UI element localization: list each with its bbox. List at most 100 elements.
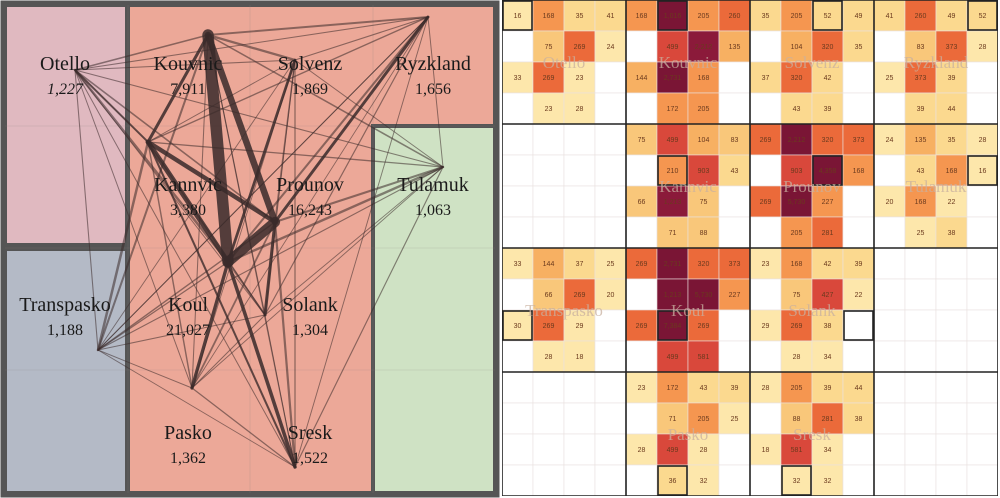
flow-edge-transpasko-solvenz	[97, 59, 296, 351]
flow-edge-otello-koul	[73, 68, 230, 264]
flow-edge-koul-solvenz	[226, 58, 297, 264]
matrix-cell-value: 20	[607, 292, 615, 299]
matrix-cell	[656, 247, 689, 280]
matrix-cell	[625, 154, 658, 187]
matrix-cell-value: 172	[667, 385, 679, 392]
matrix-cell	[687, 61, 720, 94]
matrix-cell-value: 227	[822, 199, 834, 206]
matrix-cell-value: 18	[762, 447, 770, 454]
matrix-cell	[966, 340, 998, 373]
matrix-cell-value: 269	[574, 292, 586, 299]
matrix-cell-value: 39	[917, 106, 925, 113]
matrix-cell-value: 144	[636, 75, 648, 82]
matrix-cell	[625, 402, 658, 435]
matrix-cell-highlight	[967, 0, 998, 31]
matrix-cell-value: 260	[729, 13, 741, 20]
matrix-cell-highlight	[502, 310, 533, 341]
matrix-cell	[904, 61, 937, 94]
matrix-cell	[780, 278, 813, 311]
matrix-cell-value: 205	[791, 230, 803, 237]
matrix-cell-value: 2,212	[788, 137, 806, 144]
matrix-cell	[594, 185, 627, 218]
matrix-cell	[594, 30, 627, 63]
region-area-tulamuk	[371, 124, 497, 495]
matrix-cell-value: 39	[824, 106, 832, 113]
matrix-cell-value: 269	[760, 137, 772, 144]
matrix-cell	[904, 402, 937, 435]
matrix-cell-value: 168	[791, 261, 803, 268]
matrix-cell	[842, 247, 875, 280]
matrix-cell	[904, 123, 937, 156]
matrix-cell	[873, 309, 906, 342]
matrix-cell	[687, 30, 720, 63]
matrix-cell-value: 75	[638, 137, 646, 144]
matrix-cell-value: 499	[667, 137, 679, 144]
matrix-cell	[811, 123, 844, 156]
matrix-cell-value: 104	[791, 44, 803, 51]
matrix-cell	[935, 61, 968, 94]
region-label-ryzkland: Ryzkland 1,656	[395, 53, 471, 98]
matrix-cell-value: 37	[762, 75, 770, 82]
matrix-cell-value: 83	[917, 44, 925, 51]
matrix-cell	[780, 123, 813, 156]
matrix-cell	[594, 123, 627, 156]
matrix-cell	[966, 464, 998, 496]
matrix-cell-highlight	[657, 0, 688, 31]
matrix-cell	[749, 371, 782, 404]
matrix-cell	[811, 340, 844, 373]
matrix-cell-value: 168	[853, 168, 865, 175]
matrix-cell-value: 499	[667, 447, 679, 454]
matrix-cell-value: 22	[855, 292, 863, 299]
matrix-cell-value: 43	[700, 385, 708, 392]
matrix-cell-value: 581	[698, 354, 710, 361]
matrix-block-ryzkland: 41 260 49 52 83 373 28 25 373 39 39 44 Ryzkland	[873, 0, 998, 125]
matrix-cell-value: 20	[886, 199, 894, 206]
matrix-cell	[749, 464, 782, 496]
matrix-cell	[563, 123, 596, 156]
matrix-cell	[873, 92, 906, 125]
region-name: Kannvic	[154, 174, 222, 196]
matrix-cell	[656, 340, 689, 373]
matrix-cell	[749, 278, 782, 311]
matrix-cell	[935, 371, 968, 404]
matrix-block-label: Solank	[788, 301, 836, 320]
matrix-cell-value: 499	[667, 44, 679, 51]
matrix-cell-value: 210	[667, 168, 679, 175]
matrix-cell	[532, 433, 565, 466]
matrix-cell-value: 28	[979, 44, 987, 51]
region-name: Sresk	[288, 422, 332, 444]
flow-edge-otello-ryzkland	[74, 16, 429, 71]
matrix-cell	[594, 402, 627, 435]
region-count: 3,380	[170, 202, 206, 219]
matrix-cell	[656, 92, 689, 125]
matrix-cell-highlight	[657, 155, 688, 186]
matrix-cell-value: 269	[760, 199, 772, 206]
matrix-block-empty-15	[873, 371, 998, 496]
matrix-cell	[842, 433, 875, 466]
matrix-cell-value: 227	[729, 292, 741, 299]
matrix-cell	[687, 433, 720, 466]
matrix-cell-value: 5,730	[695, 292, 713, 299]
matrix-cell	[904, 216, 937, 249]
region-name: Otello	[40, 53, 90, 75]
matrix-cell-value: 49	[948, 13, 956, 20]
matrix-block-transpasko: 33 144 37 25 66 269 20 30 269 29 28 18 Transpasko	[502, 247, 627, 373]
matrix-cell	[563, 371, 596, 404]
matrix-cell-value: 269	[698, 323, 710, 330]
matrix-cell	[687, 123, 720, 156]
matrix-cell-value: 32	[824, 478, 832, 485]
matrix-cell-highlight	[657, 310, 688, 341]
matrix-cell-value: 4,358	[819, 168, 837, 175]
flow-edge-otello-tulamuk	[74, 69, 444, 168]
matrix-cell	[873, 154, 906, 187]
flow-edge-kouvnic-otello	[74, 34, 209, 71]
matrix-cell	[780, 433, 813, 466]
matrix-cell-value: 168	[636, 13, 648, 20]
region-label-koul: Koul 21,027	[166, 294, 210, 339]
region-label-pasko: Pasko 1,362	[164, 422, 212, 467]
matrix-cell-value: 28	[545, 354, 553, 361]
matrix-cell	[563, 340, 596, 373]
matrix-block-solvenz: 35 205 52 49 104 320 35 37 320 42 43 39 Solvenz	[749, 0, 875, 125]
matrix-cell	[749, 0, 782, 32]
matrix-cell	[656, 123, 689, 156]
